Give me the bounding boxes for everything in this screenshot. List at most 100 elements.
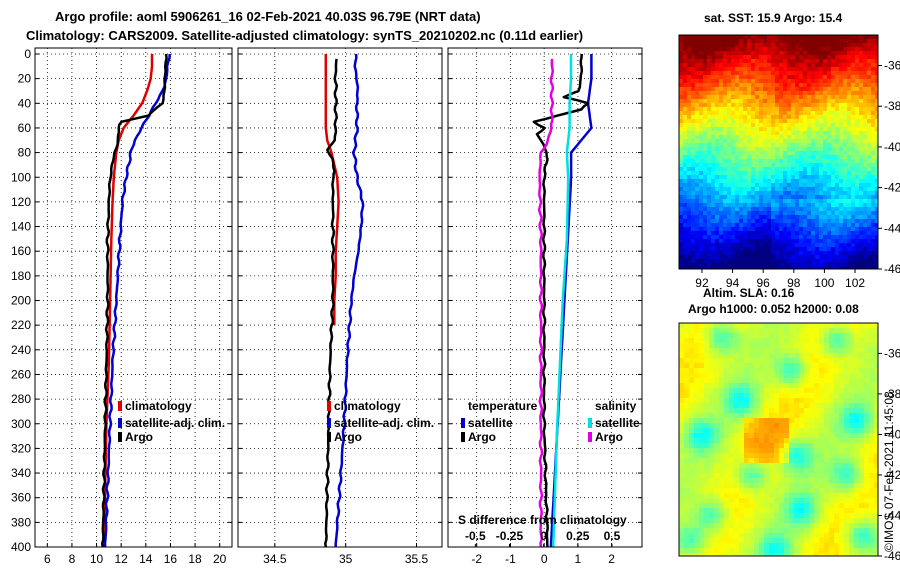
sla-cell [804, 348, 809, 353]
sst-cell [815, 111, 819, 115]
sla-cell [814, 338, 819, 343]
sla-cell [829, 503, 834, 508]
sla-cell [704, 373, 709, 378]
sst-cell [791, 127, 795, 131]
sla-cell [739, 408, 744, 413]
sla-cell [824, 333, 829, 338]
sst-cell [687, 187, 691, 191]
sst-cell [695, 247, 699, 251]
sst-cell [875, 131, 878, 135]
sst-cell [751, 235, 755, 239]
sla-cell [679, 483, 684, 488]
sst-cell [763, 235, 767, 239]
sla-cell [804, 493, 809, 498]
sst-cell [751, 239, 755, 243]
sla-cell [699, 338, 704, 343]
sla-cell [799, 503, 804, 508]
sst-cell [863, 75, 867, 79]
sst-cell [779, 235, 783, 239]
sst-cell [759, 67, 763, 71]
sst-cell [719, 215, 723, 219]
sst-cell [755, 107, 759, 111]
sst-cell [719, 95, 723, 99]
sla-cell [789, 443, 794, 448]
sla-cell [794, 528, 799, 533]
sst-cell [715, 179, 719, 183]
sst-cell [847, 43, 851, 47]
sla-cell [854, 388, 859, 393]
sla-cell [709, 438, 714, 443]
sla-cell [799, 513, 804, 518]
sla-cell [744, 498, 749, 503]
sla-cell [724, 418, 729, 423]
sst-cell [867, 123, 871, 127]
sla-cell [714, 323, 719, 328]
sla-cell [809, 448, 814, 453]
sst-cell [703, 223, 707, 227]
sla-cell [819, 373, 824, 378]
sst-cell [863, 163, 867, 167]
sst-cell [827, 47, 831, 51]
sst-cell [847, 107, 851, 111]
sla-cell [864, 393, 869, 398]
sst-cell [683, 207, 687, 211]
sst-cell [723, 135, 727, 139]
sla-cell [819, 503, 824, 508]
sst-cell [827, 95, 831, 99]
sst-cell [811, 71, 815, 75]
sst-cell [835, 107, 839, 111]
sst-cell [803, 143, 807, 147]
sst-cell [723, 67, 727, 71]
sst-cell [755, 47, 759, 51]
sst-cell [811, 75, 815, 79]
sst-cell [855, 55, 859, 59]
sst-cell [735, 171, 739, 175]
sst-cell [815, 67, 819, 71]
sst-cell [863, 63, 867, 67]
sla-cell [744, 328, 749, 333]
sla-cell [694, 378, 699, 383]
sst-cell [679, 155, 683, 159]
sla-cell [714, 383, 719, 388]
sst-cell [835, 51, 839, 55]
sla-cell [824, 443, 829, 448]
sst-cell [759, 167, 763, 171]
sla-cell [859, 513, 864, 518]
sla-cell [689, 528, 694, 533]
sst-cell [751, 75, 755, 79]
sst-cell [831, 63, 835, 67]
sst-cell [787, 35, 791, 39]
sst-cell [815, 183, 819, 187]
sst-cell [875, 223, 878, 227]
sst-cell [807, 147, 811, 151]
sla-cell [684, 348, 689, 353]
sla-cell [764, 378, 769, 383]
sst-cell [763, 111, 767, 115]
sst-cell [723, 71, 727, 75]
sst-cell [747, 39, 751, 43]
sla-cell [684, 488, 689, 493]
sla-cell [779, 363, 784, 368]
sla-cell [744, 333, 749, 338]
sst-cell [835, 67, 839, 71]
sst-cell [763, 39, 767, 43]
sst-cell [751, 191, 755, 195]
sst-cell [831, 131, 835, 135]
sst-cell [839, 135, 843, 139]
sst-cell [723, 263, 727, 267]
sst-cell [803, 87, 807, 91]
series-climatology [324, 54, 340, 326]
sst-cell [775, 123, 779, 127]
sst-cell [727, 163, 731, 167]
sst-cell [759, 163, 763, 167]
sla-cell [679, 528, 684, 533]
sla-cell [779, 398, 784, 403]
sst-cell [731, 175, 735, 179]
sst-cell [719, 239, 723, 243]
sst-cell [843, 111, 847, 115]
sst-cell [819, 227, 823, 231]
sst-cell [699, 183, 703, 187]
sla-cell [874, 453, 878, 458]
sla-cell [859, 358, 864, 363]
sst-cell [723, 91, 727, 95]
